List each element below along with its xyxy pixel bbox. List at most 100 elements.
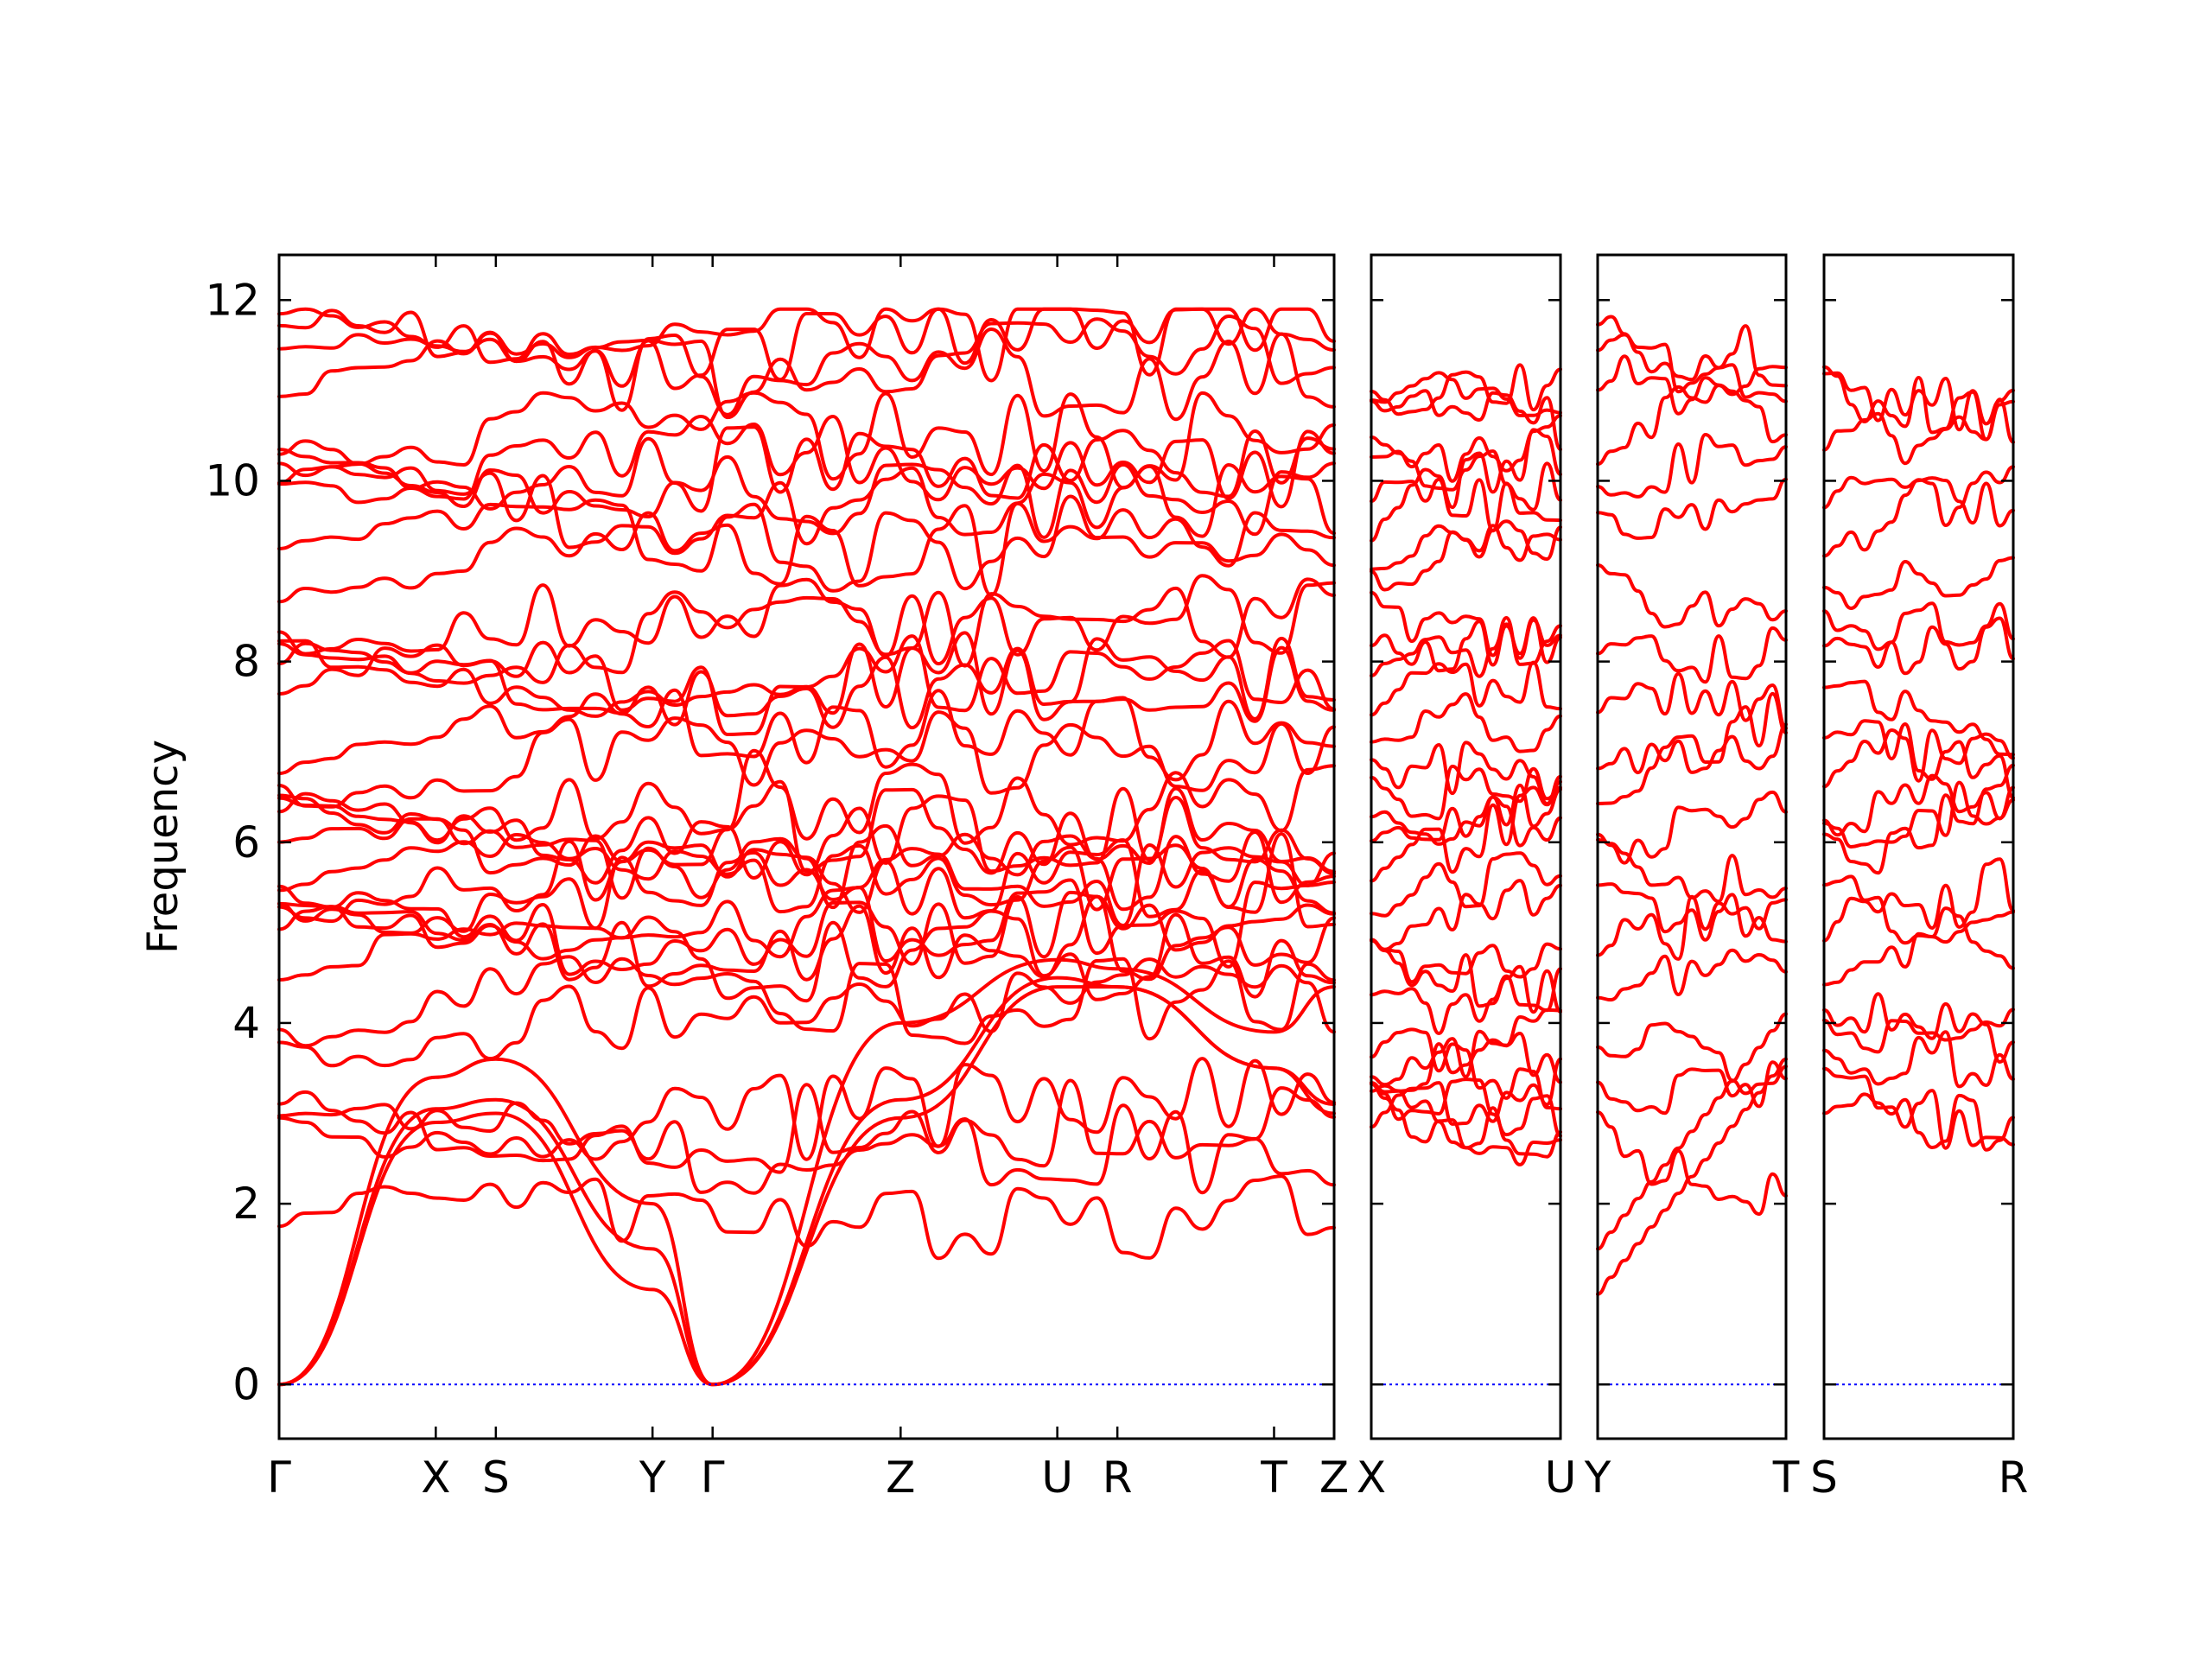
optical-band-1-28 (277, 439, 1336, 539)
optical-band-1-23 (277, 577, 1336, 685)
optical-band-1-14 (277, 817, 1336, 912)
optical-band-1-34 (277, 307, 1336, 391)
x-tick-label: Z (1319, 1452, 1349, 1503)
optical-band-1-21 (277, 641, 1336, 730)
optical-band-2-26 (1370, 477, 1562, 533)
optical-band-3-11 (1596, 691, 1788, 805)
optical-band-4-8 (1822, 874, 2015, 970)
optical-band-2-13 (1370, 779, 1562, 883)
optical-band-2-16 (1370, 764, 1562, 821)
optical-band-3-12 (1596, 722, 1788, 775)
optical-band-3-3 (1596, 1110, 1788, 1217)
optical-band-1-16 (277, 779, 1336, 875)
optical-band-3-8 (1596, 882, 1788, 944)
optical-band-3-2 (1596, 1012, 1788, 1251)
optical-band-4-13 (1822, 719, 2015, 800)
optical-band-4-15 (1822, 616, 2015, 676)
x-tick-label: X (421, 1452, 450, 1503)
optical-band-2-24 (1370, 524, 1562, 571)
optical-band-3-21 (1596, 315, 1788, 388)
optical-band-3-19 (1596, 354, 1788, 444)
x-tick-label: Γ (701, 1452, 725, 1503)
panel-frame (1822, 253, 2015, 1440)
optical-band-1-9 (277, 884, 1336, 976)
optical-band-4-17 (1822, 556, 2015, 610)
optical-band-2-28 (1370, 435, 1562, 512)
x-tick-label: U (1041, 1452, 1073, 1503)
y-tick-label: 12 (205, 275, 260, 325)
optical-band-3-15 (1596, 563, 1788, 629)
optical-band-2-9 (1370, 938, 1562, 984)
optical-band-4-4 (1822, 1007, 2015, 1054)
optical-band-4-14 (1822, 679, 2015, 757)
optical-band-2-6 (1370, 1029, 1562, 1087)
optical-band-2-20 (1370, 618, 1562, 678)
optical-band-4-11 (1822, 773, 2015, 837)
optical-band-3-10 (1596, 790, 1788, 865)
optical-band-3-7 (1596, 894, 1788, 961)
optical-band-2-10 (1370, 938, 1562, 1014)
x-tick-label: Y (639, 1452, 666, 1503)
optical-band-3-5 (1596, 1021, 1788, 1096)
optical-band-1-7 (277, 909, 1336, 1003)
optical-band-1-12 (277, 838, 1336, 924)
optical-band-1-25 (277, 501, 1336, 604)
optical-band-2-18 (1370, 692, 1562, 753)
optical-band-1-5 (277, 957, 1336, 1068)
x-tick-label: R (1103, 1452, 1133, 1503)
optical-band-1-32 (277, 315, 1336, 420)
optical-band-2-4 (1370, 1077, 1562, 1138)
optical-band-2-25 (1370, 428, 1562, 543)
x-tick-label: U (1545, 1452, 1577, 1503)
optical-band-2-11 (1370, 879, 1562, 951)
optical-band-1-6 (277, 955, 1336, 1048)
optical-band-1-3 (277, 1078, 1336, 1174)
optical-band-4-10 (1822, 780, 2015, 849)
optical-band-4-16 (1822, 601, 2015, 652)
y-tick-label: 2 (232, 1179, 260, 1229)
band-lines-4 (1822, 365, 2015, 1152)
optical-band-1-26 (277, 494, 1336, 593)
x-tick-label: T (1772, 1452, 1800, 1503)
optical-band-1-24 (277, 574, 1336, 666)
optical-band-4-3 (1822, 1030, 2015, 1089)
x-tick-label: R (1999, 1452, 2029, 1503)
optical-band-3-4 (1596, 1060, 1788, 1116)
optical-band-1-10 (277, 878, 1336, 969)
optical-band-4-6 (1822, 910, 2015, 987)
optical-band-2-22 (1370, 590, 1562, 666)
optical-band-3-6 (1596, 948, 1788, 1002)
optical-band-1-27 (277, 463, 1336, 556)
optical-band-1-31 (277, 391, 1336, 490)
optical-band-1-19 (277, 688, 1336, 782)
optical-band-1-30 (277, 415, 1336, 509)
optical-band-1-1 (277, 1174, 1336, 1261)
optical-band-4-19 (1822, 475, 2015, 528)
acoustic-band-2 (277, 976, 1336, 1387)
band-lines-2 (1370, 363, 1562, 1166)
x-tick-label: S (1810, 1452, 1838, 1503)
optical-band-1-35 (277, 307, 1336, 365)
optical-band-2-23 (1370, 519, 1562, 592)
optical-band-4-21 (1822, 371, 2015, 432)
optical-band-4-5 (1822, 992, 2015, 1064)
band-lines-3 (1596, 315, 1788, 1296)
optical-band-2-19 (1370, 660, 1562, 717)
optical-band-2-31 (1370, 371, 1562, 417)
optical-band-1-18 (277, 710, 1336, 809)
optical-band-2-17 (1370, 741, 1562, 806)
optical-band-2-29 (1370, 363, 1562, 416)
optical-band-3-1 (1596, 1057, 1788, 1296)
optical-band-4-7 (1822, 857, 2015, 943)
optical-band-3-14 (1596, 626, 1788, 684)
optical-band-2-30 (1370, 389, 1562, 452)
optical-band-4-20 (1822, 397, 2015, 466)
optical-band-2-21 (1370, 616, 1562, 673)
band-lines-1 (277, 307, 1336, 1387)
x-tick-label: X (1357, 1452, 1386, 1503)
